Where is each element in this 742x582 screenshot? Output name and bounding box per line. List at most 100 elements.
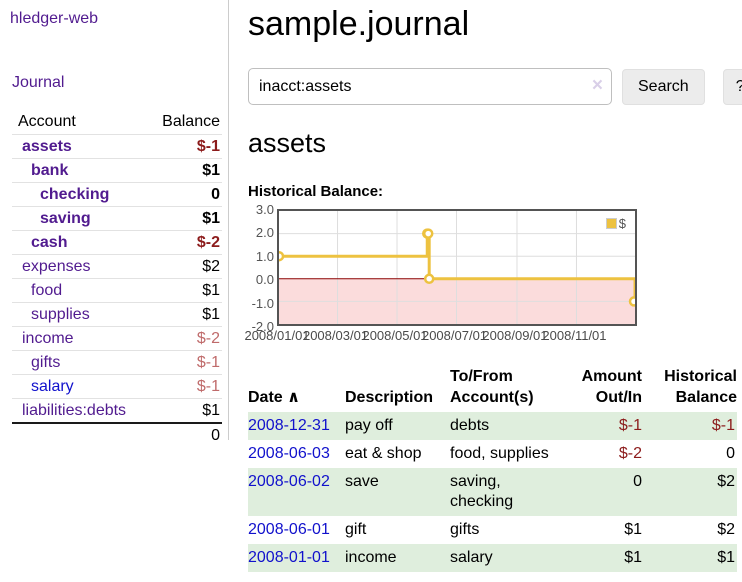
- search-form: × Search ?: [248, 68, 742, 105]
- transaction-row: 2008-01-01 income salary $1 $1: [248, 544, 737, 572]
- account-link[interactable]: liabilities:debts: [22, 401, 127, 419]
- transactions-header-row: Date ∧ Description To/From Account(s) Am…: [248, 364, 737, 412]
- column-header-accounts: To/From Account(s): [450, 368, 534, 406]
- account-link[interactable]: cash: [31, 233, 68, 251]
- y-tick-label: -1.0: [251, 295, 274, 311]
- account-row: saving $1: [12, 206, 222, 230]
- transaction-row: 2008-12-31 pay off debts $-1 $-1: [248, 412, 737, 440]
- transaction-amount: 0: [572, 468, 642, 516]
- transaction-amount: $1: [624, 521, 642, 538]
- transaction-date-cell: 2008-06-03: [248, 440, 345, 468]
- accounts-table-header: Account Balance: [12, 110, 222, 134]
- legend-swatch-icon: [605, 218, 617, 229]
- transaction-accounts: salary: [450, 544, 572, 572]
- account-balance: $1: [202, 209, 220, 227]
- transaction-row: 2008-06-02 save saving, checking 0 $2: [248, 468, 737, 516]
- legend-label: $: [618, 216, 626, 231]
- account-link[interactable]: salary: [31, 377, 74, 395]
- account-balance: $2: [202, 257, 220, 275]
- transaction-description: eat & shop: [345, 445, 422, 462]
- account-balance: $-1: [196, 353, 220, 371]
- account-link[interactable]: gifts: [31, 353, 61, 371]
- account-link[interactable]: food: [31, 281, 63, 299]
- x-tick-label: 2008/03/01: [302, 328, 369, 343]
- chart-y-axis: 3.0 2.0 1.0 0.0 -1.0 -2.0: [248, 202, 274, 334]
- page-title: sample.journal: [248, 5, 470, 43]
- account-row: assets $-1: [12, 134, 222, 158]
- column-header-amount: Amount Out/In: [581, 368, 642, 406]
- chart-title: Historical Balance:: [248, 183, 384, 200]
- help-button[interactable]: ?: [722, 68, 742, 105]
- accounts-header-account: Account: [18, 113, 76, 130]
- account-balance: $1: [202, 401, 220, 419]
- transaction-row: 2008-06-01 gift gifts $1 $2: [248, 516, 737, 544]
- account-row: food $1: [12, 278, 222, 302]
- transaction-amount: $1: [572, 544, 642, 572]
- account-balance: $-1: [196, 377, 220, 395]
- account-balance: $1: [202, 305, 220, 323]
- transaction-balance: $1: [642, 544, 737, 572]
- transaction-accounts: gifts: [450, 521, 480, 538]
- transaction-date[interactable]: 2008-06-01: [248, 521, 330, 538]
- transaction-accounts: food, supplies: [450, 445, 549, 462]
- account-link[interactable]: checking: [40, 185, 110, 203]
- column-header-date[interactable]: Date ∧: [248, 389, 301, 406]
- transaction-accounts: debts: [450, 412, 572, 440]
- clear-search-icon[interactable]: ×: [591, 75, 603, 96]
- y-tick-label: 2.0: [255, 225, 274, 241]
- x-tick-label: 2008/05/01: [362, 328, 428, 343]
- account-balance: $1: [202, 281, 220, 299]
- account-link[interactable]: income: [22, 329, 74, 347]
- account-heading: assets: [248, 128, 327, 158]
- account-balance: $-2: [196, 329, 220, 347]
- x-tick-label: 2008/01/01: [244, 328, 310, 343]
- x-tick-label: 2008/11/01: [542, 328, 607, 343]
- transaction-accounts: saving, checking: [450, 468, 572, 516]
- app-brand[interactable]: hledger-web: [10, 10, 99, 27]
- transaction-date[interactable]: 2008-06-02: [248, 473, 330, 490]
- transaction-date[interactable]: 2008-12-31: [248, 417, 330, 434]
- account-link[interactable]: bank: [31, 161, 69, 179]
- transaction-balance: $2: [717, 521, 735, 538]
- chart-legend: $: [605, 216, 626, 231]
- transaction-description: pay off: [345, 412, 450, 440]
- sidebar-item-journal[interactable]: Journal: [12, 74, 65, 91]
- column-header-balance: Historical Balance: [664, 368, 737, 406]
- x-tick-label: 2008/07/01: [421, 328, 488, 343]
- account-row: salary $-1: [12, 374, 222, 398]
- transaction-date[interactable]: 2008-06-03: [248, 445, 330, 462]
- balance-chart: 3.0 2.0 1.0 0.0 -1.0 -2.0 $ 2008/01/01 2008/03…: [244, 202, 640, 346]
- transaction-description: gift: [345, 521, 367, 538]
- account-row: expenses $2: [12, 254, 222, 278]
- accounts-table: Account Balance assets $-1 bank $1 checking 0…: [12, 110, 222, 445]
- account-link[interactable]: expenses: [22, 257, 91, 275]
- transaction-balance: $-1: [642, 412, 737, 440]
- account-link[interactable]: saving: [40, 209, 91, 227]
- main-content: sample.journal × Search ? assets Histori…: [244, 0, 742, 572]
- account-row: gifts $-1: [12, 350, 222, 374]
- account-balance: 0: [211, 185, 220, 203]
- transaction-date-cell: 2008-06-02: [248, 468, 345, 516]
- search-input[interactable]: [248, 68, 612, 105]
- y-tick-label: 0.0: [255, 272, 274, 288]
- search-button[interactable]: Search: [622, 68, 705, 105]
- transactions-table: Date ∧ Description To/From Account(s) Am…: [248, 364, 737, 572]
- y-tick-label: 1.0: [255, 248, 274, 264]
- chart-x-axis: 2008/01/01 2008/03/01 2008/05/01 2008/07/01…: [244, 328, 633, 346]
- chart-plot-area: $: [277, 209, 637, 326]
- account-link[interactable]: assets: [22, 137, 72, 155]
- transaction-balance: $2: [642, 468, 737, 516]
- transaction-amount: $-1: [572, 412, 642, 440]
- account-balance: $-1: [196, 137, 220, 155]
- sidebar: hledger-web Journal Account Balance asse…: [0, 0, 229, 444]
- account-link[interactable]: supplies: [31, 305, 90, 323]
- transaction-date[interactable]: 2008-01-01: [248, 549, 330, 566]
- account-row: income $-2: [12, 326, 222, 350]
- sort-ascending-icon: ∧: [287, 389, 301, 406]
- transaction-row: 2008-06-03 eat & shop food, supplies $-2 0: [248, 440, 737, 468]
- column-header-description: Description: [345, 389, 434, 406]
- transaction-balance: 0: [726, 445, 735, 462]
- account-row: bank $1: [12, 158, 222, 182]
- x-tick-label: 2008/09/01: [482, 328, 548, 343]
- y-tick-label: 3.0: [255, 202, 274, 217]
